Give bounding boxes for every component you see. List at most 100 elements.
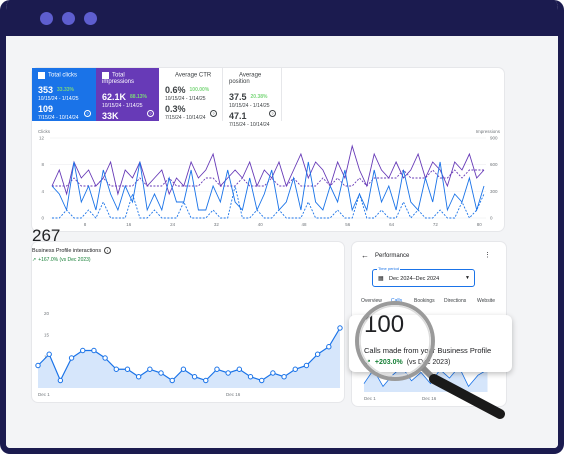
data-point[interactable] xyxy=(270,370,276,376)
interactions-label: Business Profile interactions i xyxy=(32,247,112,254)
metric-label: Total clicks xyxy=(48,72,78,79)
metric-range: 10/15/24 - 1/14/25 xyxy=(229,102,270,109)
data-point[interactable] xyxy=(337,325,343,331)
tab-directions[interactable]: Directions xyxy=(444,298,467,304)
x-tick-label: 8 xyxy=(84,222,87,227)
metric-value: 0.6% xyxy=(165,85,186,96)
interactions-change-text: +167.0% (vs Dec 2023) xyxy=(38,257,91,263)
window-dot-2[interactable] xyxy=(62,12,75,25)
metric-range: 10/15/24 - 1/14/25 xyxy=(102,102,143,109)
x-tick-label: 40 xyxy=(258,222,264,227)
info-icon[interactable]: ? xyxy=(210,110,217,117)
metric-label: Average position xyxy=(229,72,262,86)
metric-previous-range: 7/15/24 - 10/14/24 xyxy=(229,121,270,128)
y-right-tick-label: 600 xyxy=(490,162,498,167)
data-point[interactable] xyxy=(124,366,131,372)
data-point[interactable] xyxy=(236,366,243,372)
dropdown-arrow-icon: ▼ xyxy=(465,275,470,281)
x-tick-label: Dec 16 xyxy=(422,396,437,401)
data-point[interactable] xyxy=(191,374,198,380)
metric-1[interactable]: Total impressions 62.1K 88.13% 10/15/24 - 1… xyxy=(96,68,159,128)
metric-previous-range: 7/15/24 - 10/14/24 xyxy=(38,115,79,122)
y-axis-label-clicks: Clicks xyxy=(38,129,51,134)
back-arrow-icon[interactable]: ← xyxy=(361,251,369,260)
y-right-tick-label: 0 xyxy=(490,216,493,221)
data-point[interactable] xyxy=(292,366,298,372)
calls-change-value: +203.0% xyxy=(374,358,403,366)
data-point[interactable] xyxy=(225,370,231,376)
metric-change: 20.38% xyxy=(250,93,268,100)
calls-change-note: (vs Dec 2023) xyxy=(406,358,451,366)
data-point[interactable] xyxy=(180,366,187,372)
data-point[interactable] xyxy=(57,377,64,384)
data-point[interactable] xyxy=(91,347,97,354)
info-icon[interactable]: ? xyxy=(84,110,91,117)
x-tick-label: 24 xyxy=(170,222,176,227)
data-point[interactable] xyxy=(35,362,41,369)
time-period-label: Time period xyxy=(377,266,400,271)
data-point[interactable] xyxy=(169,377,175,384)
data-point[interactable] xyxy=(326,344,332,350)
metric-label: Total impressions xyxy=(102,72,135,86)
series-line-0 xyxy=(51,144,485,196)
metric-change: 88.13% xyxy=(130,93,147,100)
data-point[interactable] xyxy=(113,366,119,372)
data-point[interactable] xyxy=(247,374,254,380)
y-tick-label: 15 xyxy=(44,333,50,338)
x-tick-label: 48 xyxy=(301,222,307,227)
data-point[interactable] xyxy=(46,351,52,357)
data-point[interactable] xyxy=(214,366,220,372)
tab-calls[interactable]: Calls xyxy=(391,298,403,305)
data-point[interactable] xyxy=(259,377,265,384)
data-point[interactable] xyxy=(203,377,209,384)
data-point[interactable] xyxy=(147,366,153,372)
window-dot-3[interactable] xyxy=(84,12,97,25)
data-point[interactable] xyxy=(102,355,108,361)
metric-0[interactable]: Total clicks 353 33.33% 10/15/24 - 1/14/25 1… xyxy=(32,68,96,121)
x-tick-label: 32 xyxy=(214,222,220,227)
calendar-icon: ▦ xyxy=(378,276,384,282)
data-point[interactable] xyxy=(135,374,142,380)
tab-overview[interactable]: Overview xyxy=(361,298,382,304)
interactions-label-text: Business Profile interactions xyxy=(32,247,102,254)
y-tick-label: 12 xyxy=(39,136,45,141)
info-icon[interactable]: i xyxy=(104,247,112,254)
area-fill xyxy=(38,328,340,388)
x-tick-label: 16 xyxy=(126,222,132,227)
more-vert-icon[interactable]: ⋮ xyxy=(484,252,491,259)
metric-value: 62.1K xyxy=(102,91,127,102)
metric-range: 10/15/24 - 1/14/25 xyxy=(165,96,206,103)
data-point[interactable] xyxy=(158,370,164,376)
series-line-2 xyxy=(51,161,485,212)
metric-2[interactable]: Average CTR 0.6% 100.00% 10/15/24 - 1/14/25… xyxy=(159,68,223,121)
info-icon[interactable]: ? xyxy=(269,110,276,117)
x-tick-label: Dec 16 xyxy=(226,392,241,397)
data-point[interactable] xyxy=(281,374,287,380)
metric-3[interactable]: Average position 37.5 20.38% 10/15/24 - 1/1… xyxy=(223,68,282,128)
metric-value: 353 xyxy=(38,85,54,96)
data-point[interactable] xyxy=(303,362,310,369)
metric-checkbox[interactable] xyxy=(102,72,109,79)
metric-checkbox[interactable] xyxy=(38,72,45,79)
x-tick-label: Dec 1 xyxy=(364,396,376,401)
tab-bookings[interactable]: Bookings xyxy=(414,298,435,304)
y-right-tick-label: 300 xyxy=(490,189,498,194)
tab-website[interactable]: Website xyxy=(477,298,495,304)
metric-value: 37.5 xyxy=(229,91,247,102)
title-bar xyxy=(6,0,558,36)
time-period-select[interactable]: Time period ▦ Dec 2024–Dec 2024 ▼ xyxy=(372,266,475,287)
interactions-change: ↗ +167.0% (vs Dec 2023) xyxy=(32,257,91,263)
data-point[interactable] xyxy=(80,347,86,354)
window-dot-1[interactable] xyxy=(40,12,53,25)
metric-checkbox[interactable] xyxy=(165,72,172,79)
trend-up-icon: ↗ xyxy=(365,359,371,366)
metric-previous-range: 7/15/24 - 10/14/24 xyxy=(102,121,143,128)
info-icon[interactable]: ? xyxy=(147,110,154,117)
metric-previous-value: 109 xyxy=(38,104,54,115)
metric-checkbox[interactable] xyxy=(229,72,236,79)
data-point[interactable] xyxy=(314,351,321,357)
series-line-1 xyxy=(52,169,484,187)
data-point[interactable] xyxy=(68,355,75,361)
interactions-total: 267 xyxy=(32,226,61,245)
